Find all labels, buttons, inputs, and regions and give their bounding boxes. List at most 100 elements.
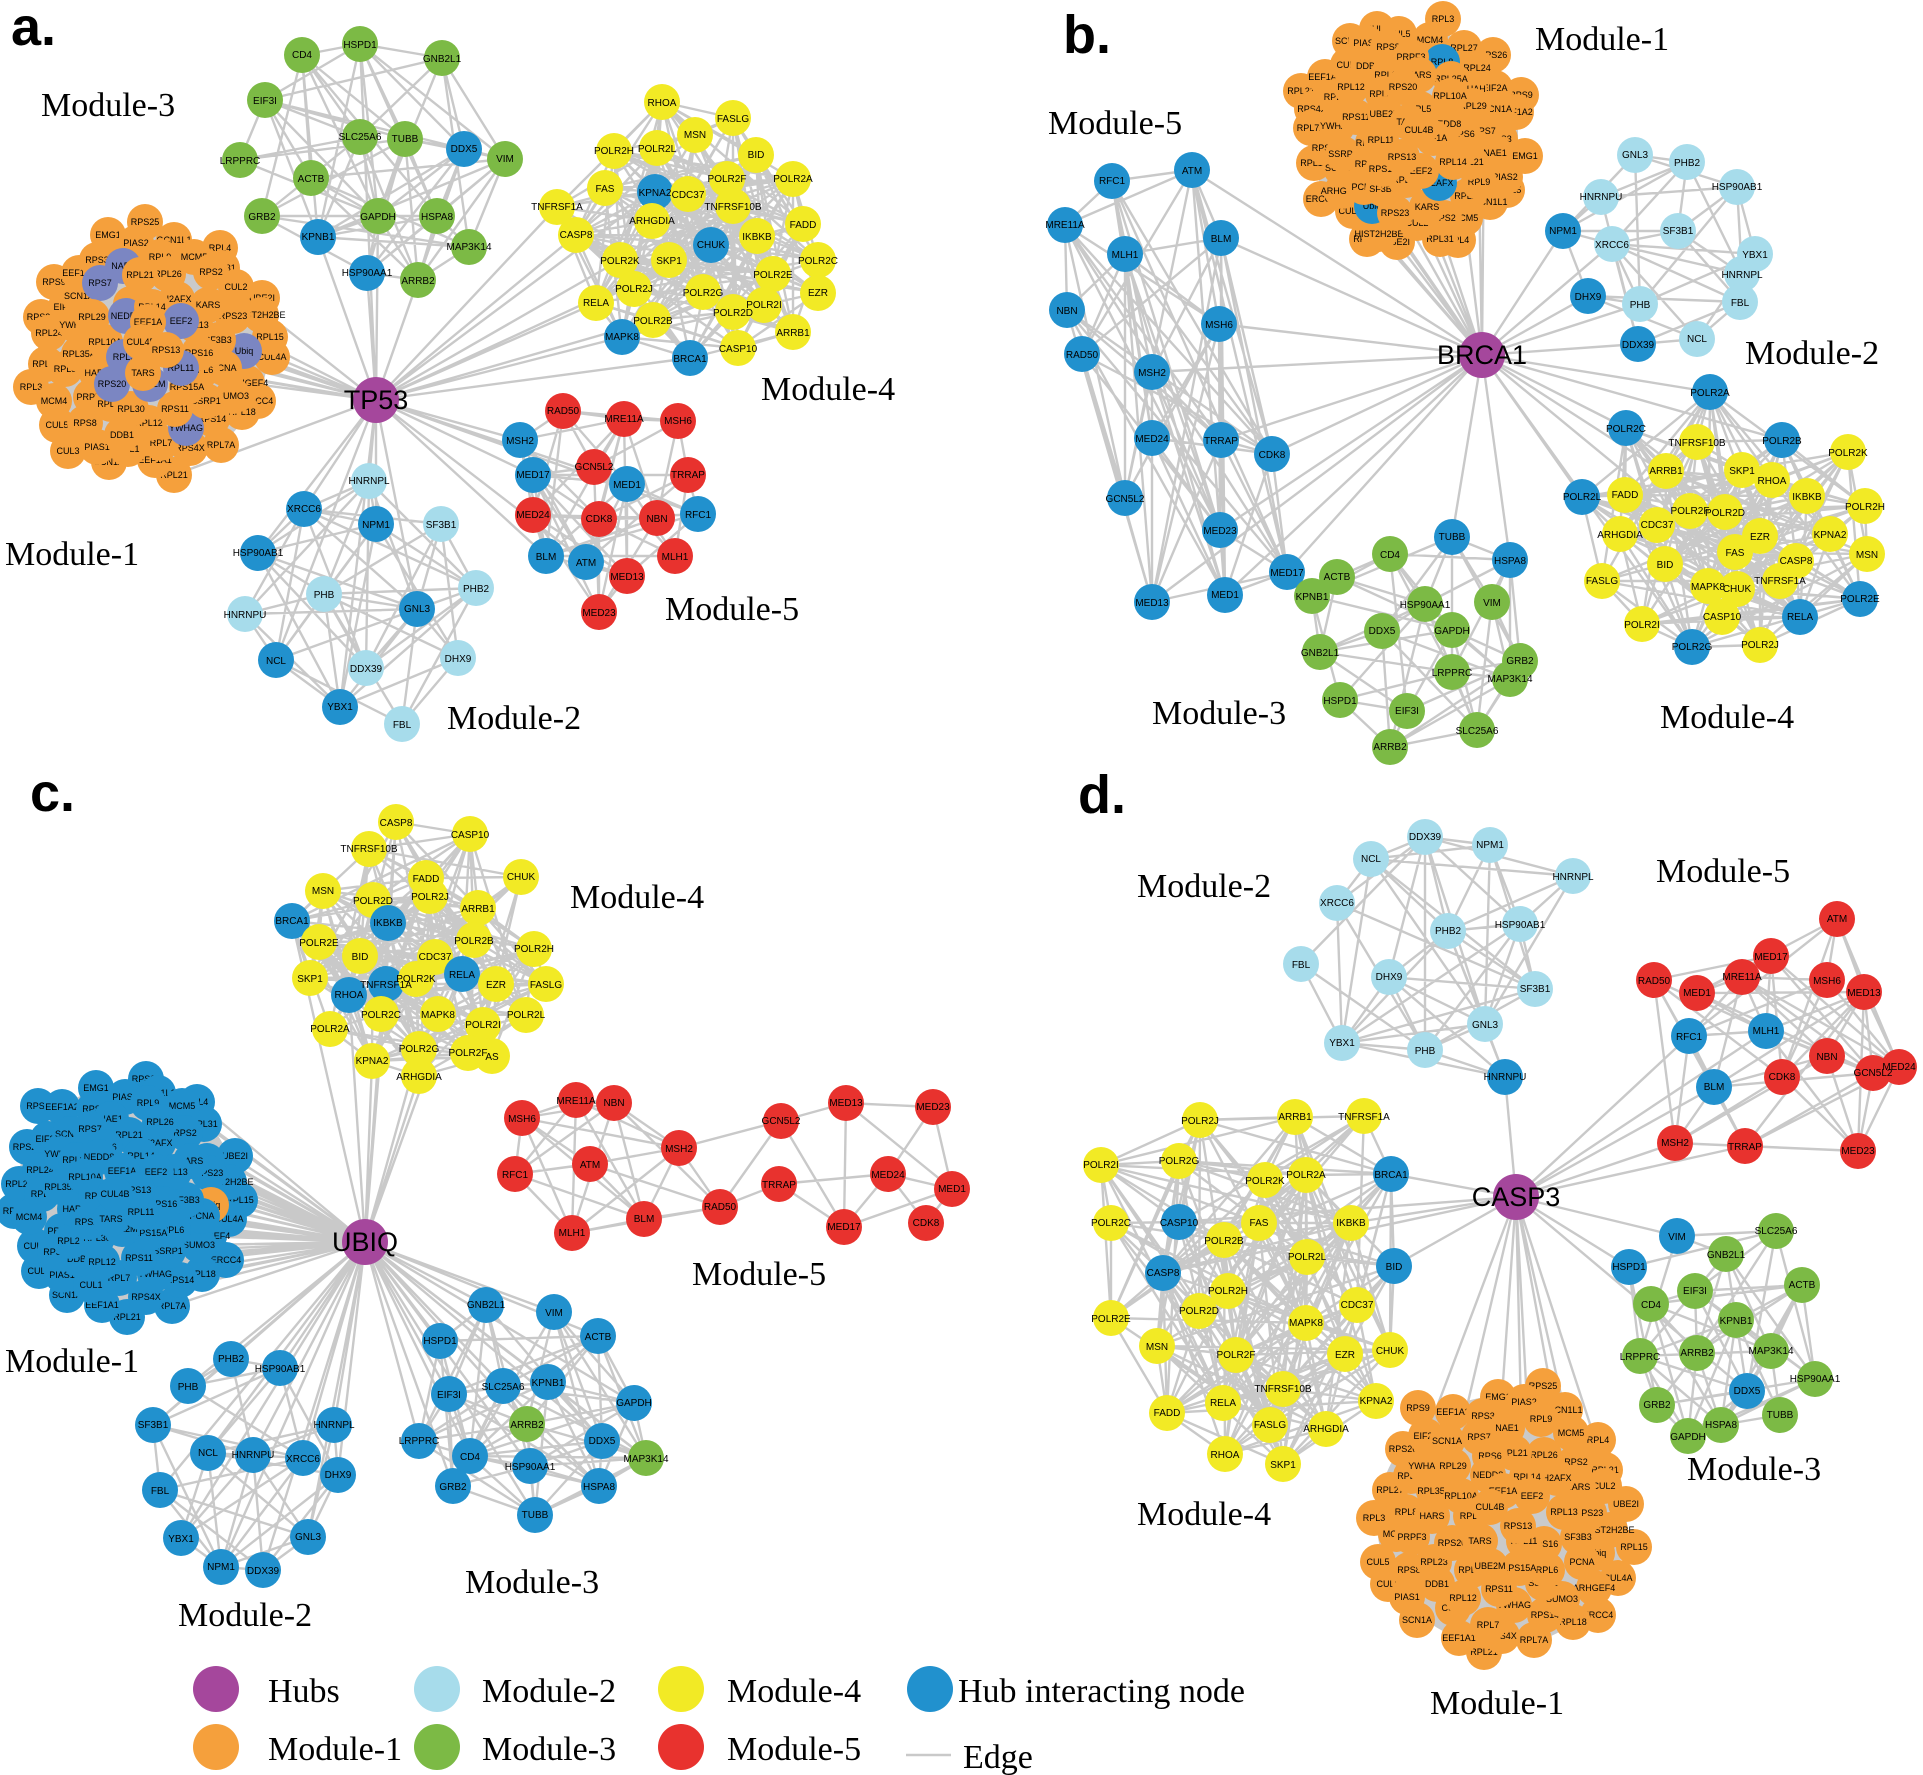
svg-text:HSP90AA1: HSP90AA1 [342, 268, 393, 279]
svg-text:EIF3I: EIF3I [437, 1390, 461, 1401]
svg-text:ARRB2: ARRB2 [401, 276, 435, 287]
svg-text:CHUK: CHUK [1723, 584, 1752, 595]
svg-text:EIF2A: EIF2A [1482, 83, 1507, 93]
svg-text:DDB1: DDB1 [110, 430, 134, 440]
svg-text:POLR2A: POLR2A [1690, 388, 1730, 399]
svg-text:TNFRSF10B: TNFRSF10B [340, 844, 398, 855]
svg-text:RPL29: RPL29 [78, 312, 106, 322]
svg-text:RPL6: RPL6 [162, 1225, 185, 1235]
svg-text:CDK8: CDK8 [1769, 1072, 1796, 1083]
svg-text:UBE2I: UBE2I [222, 1151, 248, 1161]
svg-text:SKP1: SKP1 [1729, 466, 1755, 477]
svg-text:EIF3I: EIF3I [253, 96, 277, 107]
svg-text:IKBKB: IKBKB [373, 918, 403, 929]
svg-text:VIM: VIM [1483, 598, 1501, 609]
svg-text:EEF1A2: EEF1A2 [45, 1102, 79, 1112]
svg-text:RPS8: RPS8 [1376, 42, 1400, 52]
svg-text:HSP90AB1: HSP90AB1 [1712, 182, 1763, 193]
svg-text:GNB2L1: GNB2L1 [1707, 1250, 1746, 1261]
svg-text:CDC37: CDC37 [419, 952, 452, 963]
svg-text:VIM: VIM [545, 1308, 563, 1319]
svg-text:DDB1: DDB1 [1425, 1579, 1449, 1589]
svg-text:PCNA: PCNA [189, 1211, 214, 1221]
svg-text:CASP10: CASP10 [1160, 1218, 1199, 1229]
svg-text:RPL27: RPL27 [32, 359, 60, 369]
svg-text:HSPD1: HSPD1 [1612, 1262, 1646, 1273]
svg-text:MED23: MED23 [916, 1102, 950, 1113]
svg-text:RPS9: RPS9 [1406, 1403, 1430, 1413]
svg-text:Module-5: Module-5 [692, 1256, 826, 1293]
svg-text:CDK8: CDK8 [913, 1218, 940, 1229]
svg-text:TUBB: TUBB [1439, 532, 1466, 543]
svg-text:RPS13: RPS13 [1504, 1521, 1533, 1531]
svg-text:MLH1: MLH1 [662, 552, 689, 563]
svg-text:MED1: MED1 [613, 480, 641, 491]
svg-text:RPL10A: RPL10A [88, 337, 122, 347]
svg-text:EMG1: EMG1 [1485, 1392, 1511, 1402]
svg-text:RPS20: RPS20 [1389, 82, 1418, 92]
svg-text:POLR2A: POLR2A [773, 174, 813, 185]
svg-text:RPS14: RPS14 [1312, 143, 1341, 153]
svg-text:KPNA2: KPNA2 [639, 188, 672, 199]
svg-text:RPL13: RPL13 [1550, 1507, 1578, 1517]
svg-text:MED17: MED17 [1754, 952, 1788, 963]
svg-text:RPL10A: RPL10A [68, 1172, 102, 1182]
svg-text:RPS20: RPS20 [75, 1217, 104, 1227]
svg-text:GRB2: GRB2 [1506, 656, 1534, 667]
svg-text:PIAS1: PIAS1 [1353, 38, 1379, 48]
svg-text:POLR2L: POLR2L [638, 144, 677, 155]
svg-text:GNL3: GNL3 [404, 604, 431, 615]
svg-text:SLC25A6: SLC25A6 [1755, 1226, 1798, 1237]
svg-text:HSP90AB1: HSP90AB1 [1495, 920, 1546, 931]
svg-text:RPL18: RPL18 [228, 407, 256, 417]
svg-text:RPL30: RPL30 [1458, 1565, 1486, 1575]
svg-text:MAP3K14: MAP3K14 [1748, 1346, 1793, 1357]
svg-text:DDX39: DDX39 [1622, 340, 1655, 351]
svg-text:EEF1A: EEF1A [134, 317, 163, 327]
svg-text:YBX1: YBX1 [168, 1534, 194, 1545]
svg-text:UBE2M: UBE2M [1474, 1561, 1505, 1571]
svg-text:POLR2C: POLR2C [1091, 1218, 1131, 1229]
svg-text:NBN: NBN [646, 514, 667, 525]
svg-text:ACTB: ACTB [298, 174, 325, 185]
svg-text:FBL: FBL [151, 1486, 170, 1497]
svg-text:IKBKB: IKBKB [1336, 1218, 1366, 1229]
svg-text:RPL14: RPL14 [1513, 1472, 1541, 1482]
svg-text:POLR2B: POLR2B [633, 316, 673, 327]
svg-text:YWHAG: YWHAG [169, 423, 203, 433]
svg-text:RPS6: RPS6 [1451, 129, 1475, 139]
svg-text:HNRNPU: HNRNPU [1484, 1072, 1527, 1083]
svg-text:DDB1: DDB1 [67, 1254, 91, 1264]
svg-text:CUL4A: CUL4A [1603, 1573, 1632, 1583]
svg-text:KPNB1: KPNB1 [1296, 592, 1329, 603]
svg-text:KPNB1: KPNB1 [532, 1378, 565, 1389]
svg-text:EIF3I: EIF3I [1683, 1286, 1707, 1297]
svg-text:HNRNPL: HNRNPL [1552, 872, 1594, 883]
svg-text:SKP1: SKP1 [656, 256, 682, 267]
svg-text:NCL: NCL [1361, 854, 1381, 865]
svg-text:Module-2: Module-2 [447, 700, 581, 737]
svg-text:TUBB: TUBB [522, 1510, 549, 1521]
svg-text:NEDD8: NEDD8 [1473, 1470, 1504, 1480]
svg-text:EEF1A: EEF1A [108, 1166, 137, 1176]
svg-text:POLR2L: POLR2L [1563, 492, 1602, 503]
svg-text:POLR2B: POLR2B [1762, 436, 1802, 447]
svg-text:PHB2: PHB2 [1674, 158, 1701, 169]
svg-text:CD4: CD4 [292, 50, 312, 61]
svg-text:H2AFX: H2AFX [162, 294, 191, 304]
svg-text:Module-5: Module-5 [665, 591, 799, 628]
svg-text:RPL27: RPL27 [1376, 1485, 1404, 1495]
svg-text:KARS: KARS [1415, 202, 1440, 212]
svg-text:HSP90AA1: HSP90AA1 [505, 1462, 556, 1473]
svg-text:GAPDH: GAPDH [616, 1398, 652, 1409]
svg-text:RAD50: RAD50 [1638, 976, 1671, 987]
svg-text:TP53: TP53 [344, 385, 409, 415]
svg-text:HSPA8: HSPA8 [1705, 1420, 1737, 1431]
svg-text:RPS8: RPS8 [73, 418, 97, 428]
svg-text:RPL30: RPL30 [117, 404, 145, 414]
svg-text:RHOA: RHOA [648, 98, 677, 109]
svg-text:RPS2: RPS2 [173, 1128, 197, 1138]
svg-text:RPS8: RPS8 [1397, 1565, 1421, 1575]
svg-text:PHB: PHB [178, 1382, 199, 1393]
svg-text:RELA: RELA [583, 298, 609, 309]
